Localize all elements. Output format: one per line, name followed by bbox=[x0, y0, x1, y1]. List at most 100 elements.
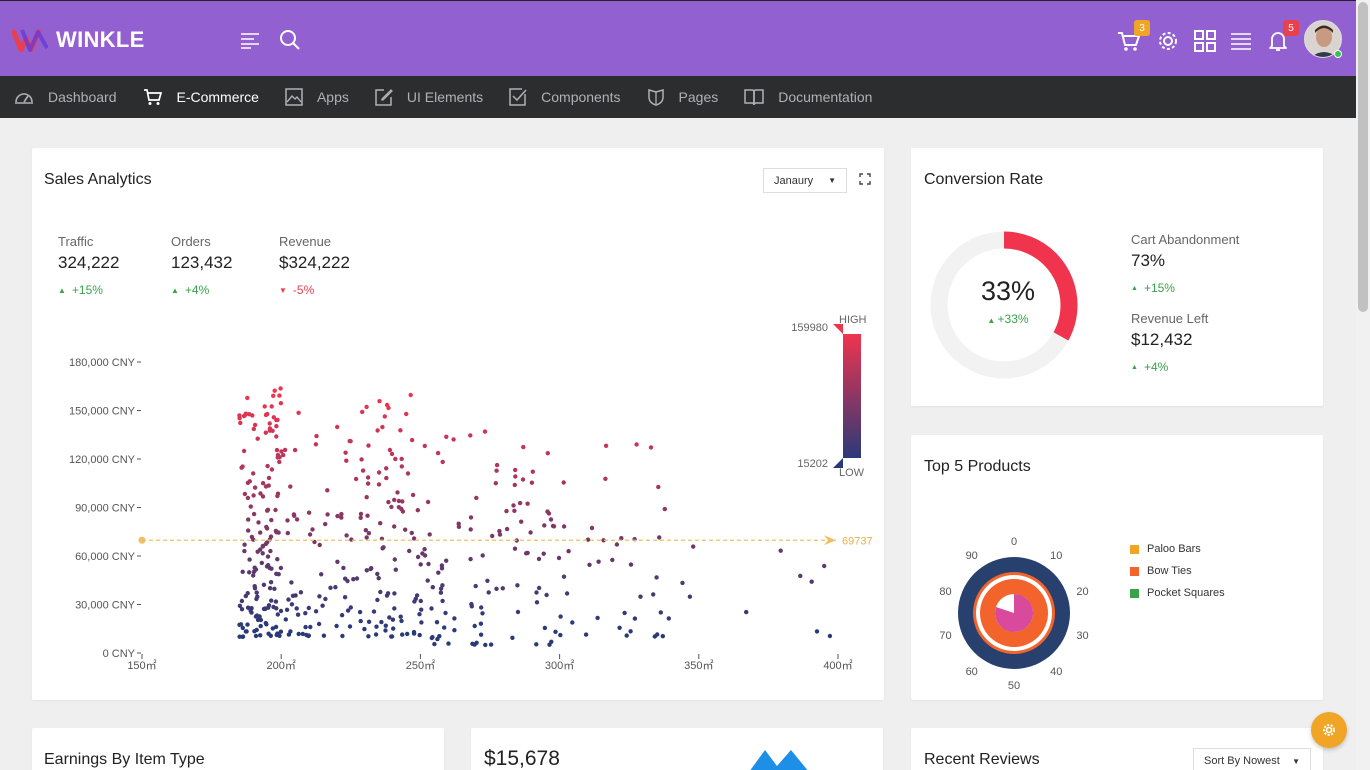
scatter-point[interactable] bbox=[253, 633, 259, 639]
scatter-point[interactable] bbox=[273, 507, 278, 513]
scatter-point[interactable] bbox=[497, 532, 503, 537]
scatter-point[interactable] bbox=[255, 436, 260, 441]
scatter-point[interactable] bbox=[273, 624, 279, 630]
scatter-point[interactable] bbox=[348, 605, 353, 610]
scatter-point[interactable] bbox=[290, 593, 296, 598]
scatter-point[interactable] bbox=[405, 631, 410, 637]
scatter-point[interactable] bbox=[298, 590, 304, 595]
scatter-point[interactable] bbox=[525, 501, 530, 506]
scatter-point[interactable] bbox=[313, 609, 319, 614]
scatter-point[interactable] bbox=[536, 585, 542, 591]
scatter-point[interactable] bbox=[263, 430, 268, 435]
scatter-point[interactable] bbox=[387, 447, 393, 453]
scatter-point[interactable] bbox=[393, 567, 398, 572]
scatter-point[interactable] bbox=[245, 605, 251, 610]
scatter-point[interactable] bbox=[269, 467, 275, 472]
scatter-point[interactable] bbox=[510, 635, 515, 640]
scatter-point[interactable] bbox=[258, 623, 263, 629]
scatter-point[interactable] bbox=[420, 551, 425, 556]
scatter-point[interactable] bbox=[289, 580, 294, 585]
scatter-point[interactable] bbox=[364, 535, 369, 540]
scatter-point[interactable] bbox=[304, 632, 309, 638]
scatter-point[interactable] bbox=[274, 571, 279, 576]
scatter-point[interactable] bbox=[267, 586, 273, 591]
scatter-point[interactable] bbox=[251, 569, 257, 574]
scatter-point[interactable] bbox=[417, 612, 422, 617]
scatter-point[interactable] bbox=[485, 578, 490, 583]
scatter-point[interactable] bbox=[814, 629, 820, 634]
scatter-point[interactable] bbox=[241, 448, 247, 454]
nav-item-pages[interactable]: Pages bbox=[647, 88, 718, 106]
scatter-point[interactable] bbox=[335, 424, 340, 430]
scatter-point[interactable] bbox=[660, 634, 665, 639]
scatter-point[interactable] bbox=[263, 412, 269, 418]
scatter-point[interactable] bbox=[303, 611, 308, 616]
scatter-point[interactable] bbox=[822, 563, 827, 569]
scatter-point[interactable] bbox=[274, 434, 279, 439]
scatter-point[interactable] bbox=[267, 426, 273, 431]
visual-map-high-handle[interactable] bbox=[833, 324, 843, 334]
scatter-point[interactable] bbox=[778, 548, 783, 553]
scatter-point[interactable] bbox=[265, 563, 271, 568]
scatter-point[interactable] bbox=[480, 611, 485, 616]
scatter-point[interactable] bbox=[365, 513, 370, 518]
scatter-point[interactable] bbox=[274, 606, 279, 611]
nav-item-components[interactable]: Components bbox=[509, 88, 621, 106]
scatter-point[interactable] bbox=[529, 480, 535, 485]
scatter-point[interactable] bbox=[237, 622, 242, 627]
scatter-point[interactable] bbox=[545, 451, 550, 456]
scatter-point[interactable] bbox=[267, 421, 272, 426]
scatter-point[interactable] bbox=[294, 606, 299, 611]
scatter-point[interactable] bbox=[364, 495, 369, 500]
scatter-point[interactable] bbox=[628, 562, 634, 567]
scatter-point[interactable] bbox=[366, 634, 371, 639]
scatter-point[interactable] bbox=[494, 468, 499, 473]
scatter-point[interactable] bbox=[303, 624, 308, 630]
scatter-point[interactable] bbox=[325, 488, 330, 493]
scatter-point[interactable] bbox=[525, 550, 530, 556]
scatter-point[interactable] bbox=[497, 528, 502, 534]
scatter-point[interactable] bbox=[375, 571, 380, 577]
scatter-point[interactable] bbox=[391, 626, 396, 631]
scatter-point[interactable] bbox=[239, 607, 245, 612]
scatter-point[interactable] bbox=[366, 443, 371, 448]
nav-item-apps[interactable]: Apps bbox=[285, 88, 349, 106]
scatter-point[interactable] bbox=[614, 542, 620, 547]
scatter-point[interactable] bbox=[415, 508, 420, 513]
scatter-point[interactable] bbox=[270, 626, 275, 631]
scatter-point[interactable] bbox=[245, 591, 250, 596]
scatter-point[interactable] bbox=[333, 585, 338, 590]
scatter-point[interactable] bbox=[269, 598, 274, 603]
scatter-point[interactable] bbox=[278, 629, 284, 634]
scatter-point[interactable] bbox=[398, 614, 403, 619]
scatter-point[interactable] bbox=[622, 610, 627, 616]
scatter-point[interactable] bbox=[344, 533, 349, 538]
scatter-point[interactable] bbox=[469, 601, 474, 607]
cart-icon[interactable]: 3 bbox=[1116, 20, 1150, 54]
scatter-point[interactable] bbox=[251, 426, 256, 432]
scatter-point[interactable] bbox=[268, 580, 274, 585]
scatter-point[interactable] bbox=[384, 402, 390, 408]
list-menu-icon[interactable] bbox=[1228, 28, 1254, 54]
scatter-point[interactable] bbox=[283, 617, 288, 622]
scatter-point[interactable] bbox=[651, 592, 656, 597]
scatter-point[interactable] bbox=[422, 443, 427, 449]
scatter-point[interactable] bbox=[564, 591, 570, 596]
scatter-point[interactable] bbox=[528, 530, 533, 535]
scatter-point[interactable] bbox=[519, 519, 524, 524]
scatter-point[interactable] bbox=[264, 526, 270, 531]
scatter-point[interactable] bbox=[542, 523, 547, 528]
scatter-point[interactable] bbox=[255, 617, 261, 623]
scatter-point[interactable] bbox=[375, 597, 380, 603]
scatter-point[interactable] bbox=[272, 586, 277, 591]
scatter-point[interactable] bbox=[439, 566, 445, 571]
scatter-point[interactable] bbox=[317, 542, 322, 548]
scatter-point[interactable] bbox=[494, 462, 500, 468]
scatter-point[interactable] bbox=[339, 511, 344, 517]
scatter-point[interactable] bbox=[251, 493, 256, 498]
scatter-point[interactable] bbox=[478, 621, 484, 626]
scatter-point[interactable] bbox=[377, 399, 382, 404]
scatter-point[interactable] bbox=[310, 527, 315, 532]
scatter-point[interactable] bbox=[426, 561, 431, 567]
apps-grid-icon[interactable] bbox=[1192, 28, 1218, 54]
